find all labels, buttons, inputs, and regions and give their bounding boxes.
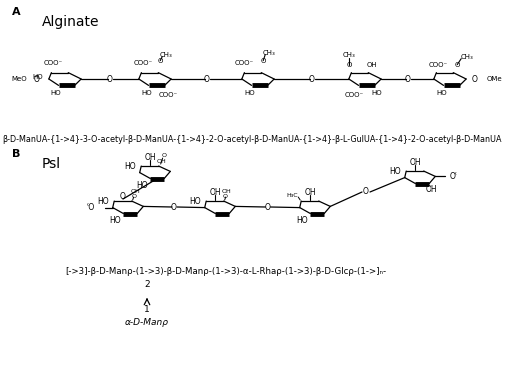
- Text: COO⁻: COO⁻: [159, 92, 178, 98]
- Text: B: B: [12, 149, 20, 159]
- Text: OH: OH: [409, 158, 421, 167]
- Text: OH: OH: [425, 185, 437, 194]
- Text: Psl: Psl: [42, 157, 61, 171]
- Text: O: O: [347, 61, 352, 67]
- Text: O: O: [471, 75, 477, 83]
- Text: HO: HO: [296, 216, 307, 225]
- Text: CH₃: CH₃: [461, 54, 474, 60]
- Text: A: A: [12, 7, 20, 17]
- Text: COO⁻: COO⁻: [44, 60, 63, 66]
- Text: MeO: MeO: [11, 76, 27, 82]
- Text: O: O: [404, 75, 411, 83]
- Text: 1: 1: [144, 305, 150, 314]
- Text: COO⁻: COO⁻: [235, 60, 254, 66]
- Text: HO: HO: [124, 162, 136, 170]
- Text: O: O: [455, 61, 460, 67]
- Text: Oʿ: Oʿ: [449, 172, 457, 181]
- Text: O: O: [309, 75, 314, 83]
- Text: CH₃: CH₃: [343, 52, 356, 58]
- Text: OH: OH: [304, 187, 316, 196]
- Text: HO: HO: [371, 90, 382, 97]
- Text: H₃C: H₃C: [287, 193, 298, 198]
- Text: HO: HO: [189, 196, 201, 205]
- Text: HO: HO: [98, 196, 109, 205]
- Text: HO: HO: [390, 167, 401, 176]
- Text: COO⁻: COO⁻: [345, 92, 364, 98]
- Text: HO: HO: [33, 74, 44, 80]
- Text: HO: HO: [141, 90, 152, 97]
- Text: CH₃: CH₃: [263, 50, 275, 56]
- Text: O: O: [204, 75, 209, 83]
- Text: OH: OH: [131, 188, 141, 193]
- Text: HO: HO: [436, 90, 447, 97]
- Text: O: O: [161, 153, 166, 158]
- Text: OH: OH: [222, 188, 231, 193]
- Text: O: O: [222, 193, 227, 199]
- Text: OH: OH: [367, 61, 377, 67]
- Text: COO⁻: COO⁻: [134, 60, 153, 66]
- Text: ʿO: ʿO: [87, 203, 95, 212]
- Text: OH: OH: [157, 159, 166, 164]
- Text: [->3]-β-D-Manρ-(1->3)-β-D-Manρ-(1->3)-α-L-Rhaρ-(1->3)-β-D-Glcρ-(1->]ₙ-: [->3]-β-D-Manρ-(1->3)-β-D-Manρ-(1->3)-α-…: [65, 267, 386, 276]
- Text: O: O: [120, 192, 126, 201]
- Text: OMe: OMe: [486, 76, 502, 82]
- Text: O: O: [261, 58, 266, 64]
- Text: COO⁻: COO⁻: [429, 61, 448, 67]
- Text: OH: OH: [209, 187, 221, 196]
- Text: O: O: [107, 75, 113, 83]
- Text: α-D-Manρ: α-D-Manρ: [125, 318, 169, 327]
- Text: O: O: [34, 75, 40, 83]
- Text: O: O: [363, 187, 369, 196]
- Text: HO: HO: [50, 90, 61, 97]
- Text: O: O: [265, 202, 270, 211]
- Text: β-D-ManUA-{1->4}-3-O-acetyl-β-D-ManUA-{1->4}-2-O-acetyl-β-D-ManUA-{1->4}-β-L-Gul: β-D-ManUA-{1->4}-3-O-acetyl-β-D-ManUA-{1…: [2, 135, 501, 144]
- Text: O: O: [171, 202, 177, 211]
- Text: Alginate: Alginate: [42, 15, 99, 29]
- Text: OH: OH: [144, 153, 156, 162]
- Text: CH₃: CH₃: [160, 52, 173, 58]
- Text: HO: HO: [109, 216, 120, 225]
- Text: HO: HO: [244, 90, 255, 97]
- Text: O: O: [158, 58, 163, 64]
- Text: HO: HO: [136, 181, 147, 190]
- Text: O: O: [131, 193, 136, 199]
- Text: 2: 2: [144, 280, 150, 289]
